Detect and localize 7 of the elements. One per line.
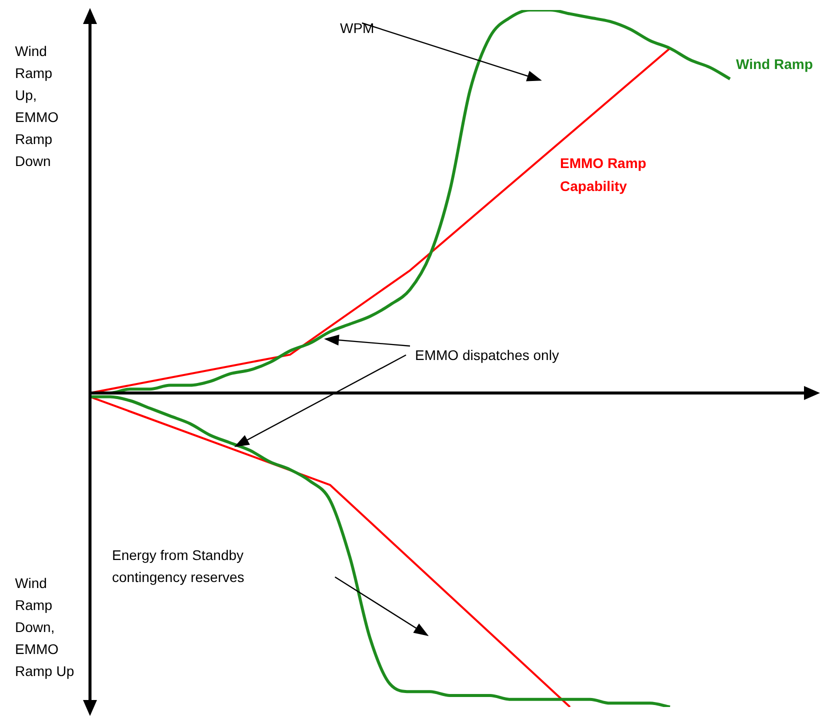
text: Wind Ramp Down, EMMO Ramp Up	[15, 574, 74, 679]
series-label: EMMO Ramp Capability	[560, 154, 646, 194]
text: Wind Ramp Up, EMMO Ramp Down	[15, 42, 59, 169]
annotation: EMMO dispatches only	[415, 346, 559, 363]
series-label: Wind Ramp	[736, 56, 813, 72]
annotation: WPM	[340, 20, 374, 36]
annotation: Energy from Standby contingency reserves	[112, 546, 244, 585]
